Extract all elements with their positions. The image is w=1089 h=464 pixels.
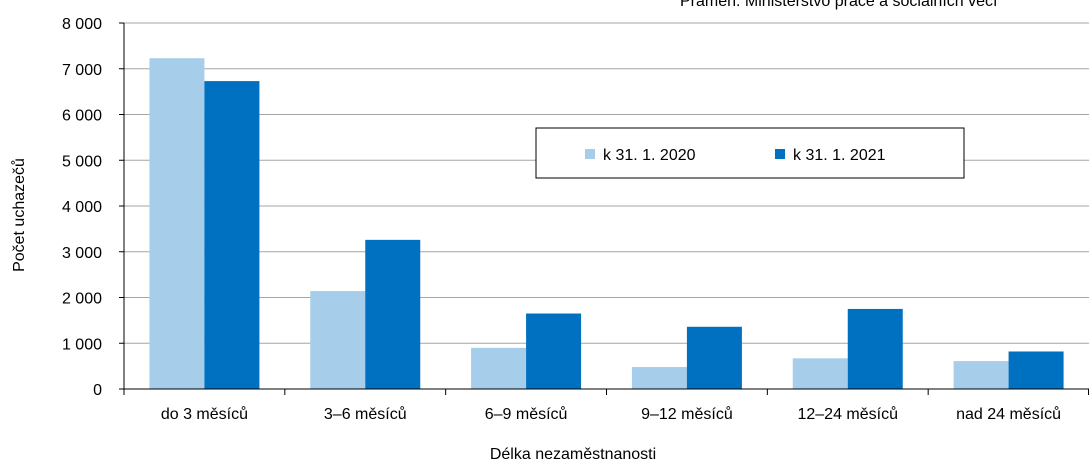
legend-label-2021: k 31. 1. 2021 [793,147,886,164]
y-tick-label: 1 000 [62,336,102,353]
bar-2021-4 [847,308,903,389]
y-tick-label: 7 000 [62,62,102,79]
bar-2021-5 [1008,351,1064,389]
y-tick-label: 3 000 [62,245,102,262]
x-tick-labels: do 3 měsíců 3–6 měsíců 6–9 měsíců 9–12 měsí… [161,405,1061,423]
bar-2021-2 [526,313,582,389]
bar-2020-5 [953,361,1009,389]
x-tick-label: nad 24 měsíců [956,405,1061,423]
bar-2020-3 [631,367,687,389]
y-tick-label: 2 000 [62,291,102,308]
legend-swatch-2021 [775,149,785,159]
bars [149,58,1064,389]
bar-2021-1 [365,239,421,389]
legend-label-2020: k 31. 1. 2020 [603,147,696,164]
y-tick-label: 5 000 [62,153,102,170]
bar-2021-0 [204,81,260,389]
y-axis-title: Počet uchazečů [10,158,28,272]
y-tick-label: 0 [93,382,102,399]
y-tick-label: 8 000 [62,16,102,33]
bar-2020-2 [471,347,527,389]
legend-swatch-2020 [585,149,595,159]
legend-box [535,127,965,179]
x-tick-label: 9–12 měsíců [641,405,733,423]
bar-2020-0 [149,58,205,389]
legend: k 31. 1. 2020 k 31. 1. 2021 [535,127,965,179]
bar-2020-1 [310,291,366,389]
y-tick-labels: 0 1 000 2 000 3 000 4 000 5 000 6 000 7 000 8 00… [62,16,102,399]
x-tick-label: do 3 měsíců [161,405,248,423]
x-tick-label: 12–24 měsíců [797,405,898,423]
x-tick-label: 6–9 měsíců [485,405,568,423]
y-tick-label: 6 000 [62,108,102,125]
axes [119,22,1089,395]
x-tick-label: 3–6 měsíců [324,405,407,423]
gridlines [124,22,1089,344]
bar-2020-4 [792,358,848,389]
y-tick-label: 4 000 [62,199,102,216]
bar-2021-3 [686,326,742,389]
source-note: Pramen: Ministerstvo práce a sociálních … [680,0,998,10]
x-axis-title: Délka nezaměstnanosti [490,446,656,463]
